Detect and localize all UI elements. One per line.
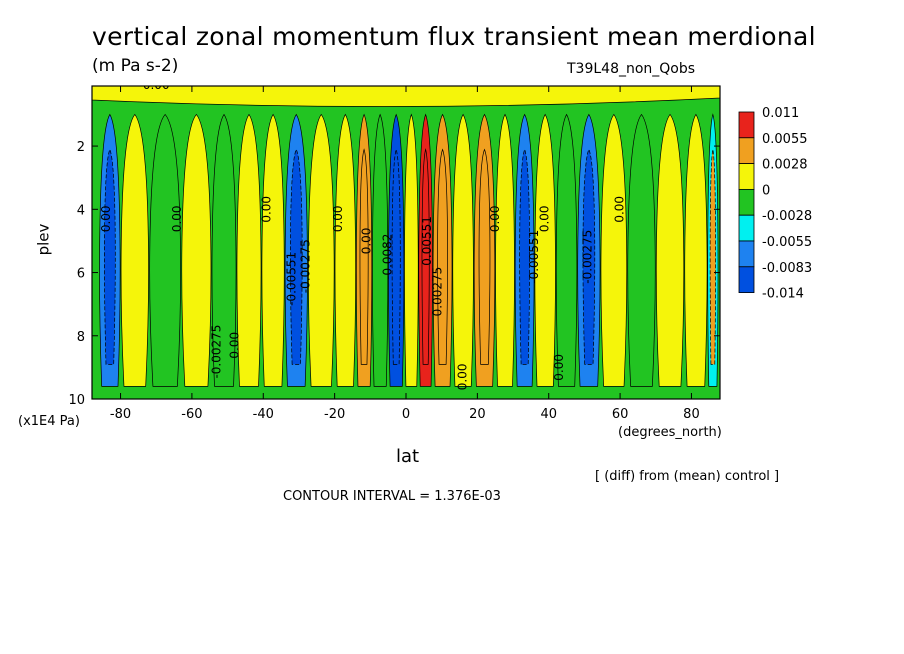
y-axis-ticks: 2 4 6 8 10: [68, 140, 720, 408]
colorbar-swatch: [738, 163, 755, 190]
contour-label: 0.00: [613, 196, 627, 223]
contour-label: 0.00: [143, 78, 170, 92]
heatmap-band: [684, 113, 708, 387]
contour-label: -0.00275: [581, 230, 595, 284]
contour-label: 0.00: [456, 364, 470, 391]
contour-label: -0.00551: [527, 230, 541, 284]
contour-label: 0.00: [331, 205, 345, 232]
contour-label: 0.00275: [431, 267, 445, 317]
heatmap-core: [709, 149, 716, 365]
x-tick-label: -40: [253, 407, 274, 422]
contour-interval: CONTOUR INTERVAL = 1.376E-03: [283, 489, 501, 504]
colorbar-label: -0.0028: [762, 209, 812, 224]
colorbar-label: 0.011: [762, 106, 799, 121]
contour-labels: 0.00 0.00 0.00 0.00 0.00 0.00 0.00 0.00 -0.00275…: [99, 78, 627, 391]
y-tick-label: 2: [77, 140, 85, 155]
heatmap-band: [627, 113, 656, 387]
colorbar-label: 0: [762, 183, 770, 198]
colorbar-swatch: [738, 214, 755, 242]
colorbar-label: -0.0083: [762, 261, 812, 276]
heatmap-band: [236, 113, 262, 387]
heatmap-core: [421, 148, 430, 365]
heatmap-band: [334, 113, 356, 387]
heatmap-band: [600, 113, 628, 387]
colorbar-label: -0.014: [762, 287, 804, 302]
contour-label: -0.00551: [284, 252, 298, 306]
colorbar-label: -0.0055: [762, 235, 812, 250]
y-tick-label: 8: [77, 330, 85, 345]
heatmap-field: [92, 86, 720, 399]
chart-units: (m Pa s-2): [92, 56, 179, 76]
heatmap-band: [655, 113, 685, 387]
heatmap-core: [478, 148, 491, 365]
y-tick-label: 6: [77, 267, 85, 282]
x-tick-label: -80: [110, 407, 131, 422]
heatmap-band: [149, 113, 181, 387]
heatmap-band: [372, 113, 389, 387]
contour-label: 0.00: [259, 196, 273, 223]
contour-label: 0.00: [227, 332, 241, 359]
x-axis-label: lat: [396, 446, 420, 467]
heatmap-band: [120, 113, 149, 387]
heatmap-band: [211, 113, 237, 387]
chart-title: vertical zonal momentum flux transient m…: [92, 22, 816, 51]
contour-label: -0.00275: [299, 239, 313, 293]
heatmap-band: [181, 113, 212, 387]
heatmap-core: [437, 148, 448, 365]
contour-label: -0.0082: [381, 234, 395, 280]
contour-label: 0.00: [552, 354, 566, 381]
contour-label: 0.00: [359, 228, 373, 255]
contour-label: 0.00: [170, 205, 184, 232]
diff-note: [ (diff) from (mean) control ]: [595, 469, 780, 484]
x-tick-label: 40: [540, 407, 557, 422]
x-tick-label: 80: [683, 407, 700, 422]
heatmap-band: [404, 113, 419, 387]
contour-label: 0.00: [488, 205, 502, 232]
heatmap-band: [555, 113, 578, 387]
colorbar-swatch: [738, 266, 755, 293]
colorbar-label: 0.0028: [762, 158, 808, 173]
contour-label: 0.00: [99, 205, 113, 232]
heatmap-core: [359, 148, 369, 365]
contour-label: 0.00: [538, 205, 552, 232]
contour-label: 0.00551: [420, 216, 434, 266]
x-tick-label: 60: [612, 407, 629, 422]
heatmap-core: [582, 148, 596, 365]
colorbar-swatch: [738, 137, 755, 165]
x-tick-label: 0: [402, 407, 410, 422]
colorbar-swatch: [738, 240, 755, 268]
top-band: [92, 86, 720, 107]
y-tick-label: 4: [77, 203, 85, 218]
heatmap-core: [104, 148, 116, 365]
x-axis-unit: (degrees_north): [618, 425, 722, 440]
x-tick-label: -60: [181, 407, 202, 422]
x-tick-label: -20: [324, 407, 345, 422]
heatmap-band: [534, 113, 556, 387]
heatmap-core: [391, 148, 401, 365]
heatmap-band: [261, 113, 285, 387]
contour-label: -0.00275: [209, 325, 223, 379]
heatmap-band: [495, 113, 515, 387]
colorbar: 0.011 0.0055 0.0028 0 -0.0028 -0.0055 -0.0083 -…: [738, 106, 812, 302]
run-label: T39L48_non_Qobs: [567, 61, 696, 77]
y-tick-label: 10: [68, 393, 85, 408]
heatmap-core: [519, 148, 530, 365]
x-axis-ticks: -80 -60 -40 -20 0 20 40 60 80: [110, 86, 700, 422]
colorbar-swatch: [738, 188, 755, 216]
colorbar-swatch: [738, 111, 755, 139]
x-tick-label: 20: [469, 407, 486, 422]
heatmap-band: [308, 113, 335, 387]
heatmap-band: [452, 113, 474, 387]
colorbar-label: 0.0055: [762, 132, 808, 147]
heatmap-core: [290, 148, 303, 365]
y-axis-unit: (x1E4 Pa): [18, 414, 80, 429]
